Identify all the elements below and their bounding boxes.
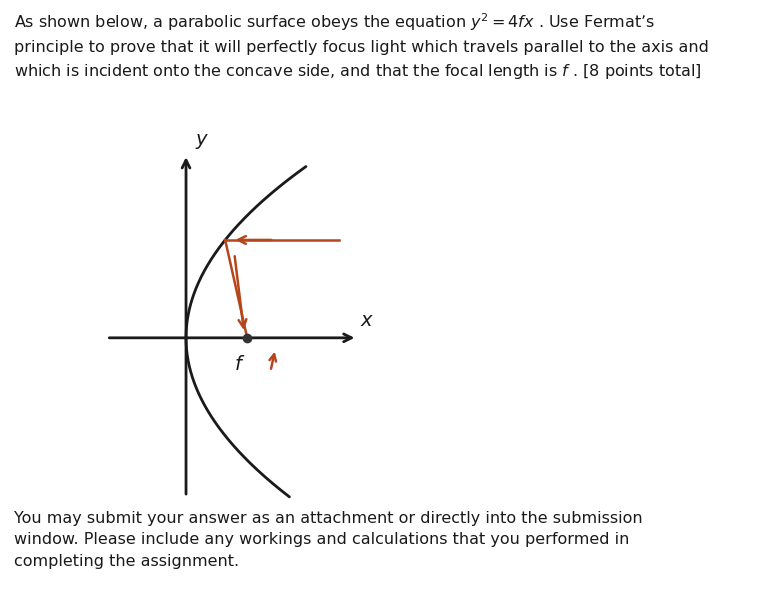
Text: You may submit your answer as an attachment or directly into the submission
wind: You may submit your answer as an attachm… bbox=[14, 511, 642, 569]
Text: As shown below, a parabolic surface obeys the equation $y^2 = 4fx$ . Use Fermat’: As shown below, a parabolic surface obey… bbox=[14, 11, 709, 81]
Text: $y$: $y$ bbox=[196, 132, 209, 152]
Text: $f$: $f$ bbox=[234, 355, 246, 374]
Text: $x$: $x$ bbox=[360, 311, 375, 330]
